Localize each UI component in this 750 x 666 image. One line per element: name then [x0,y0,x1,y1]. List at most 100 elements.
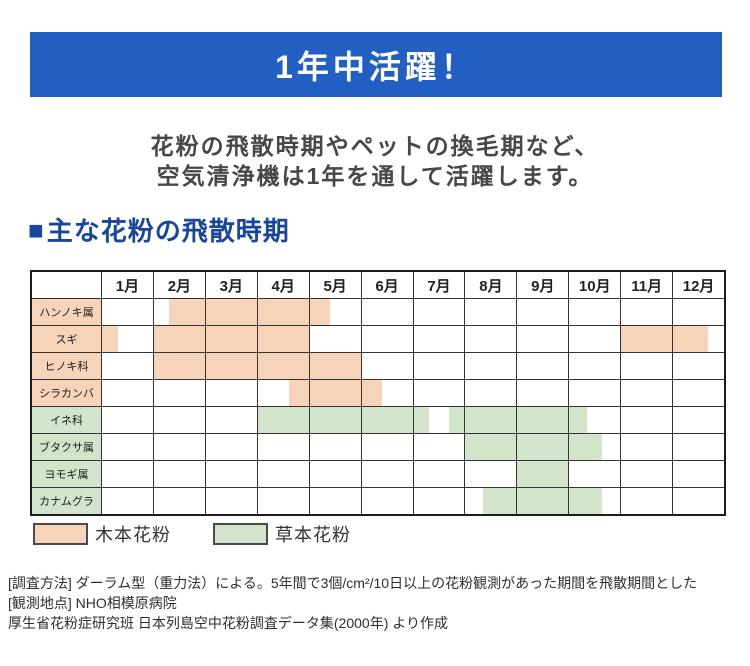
grid-cell [517,488,570,514]
grid-cell [621,353,674,379]
row-timeline [102,434,724,460]
month-header: 5月 [310,272,362,298]
subtitle-line-1: 花粉の飛散時期やペットの換毛期など、 [150,133,600,159]
grid-cell [258,407,310,433]
month-header: 10月 [569,272,622,298]
row-timeline [102,353,724,379]
month-header: 9月 [517,272,570,298]
grid-cell [414,407,466,433]
grid-cell [673,434,724,460]
grid-cell [310,488,362,514]
legend: 木本花粉 草本花粉 [33,521,351,547]
grid-cell [465,353,518,379]
table-row: カナムグラ [32,487,724,514]
grid-cell [102,488,154,514]
grid-cell [621,326,674,352]
month-header: 11月 [621,272,674,298]
table-row: ヒノキ科 [32,352,724,379]
month-header: 4月 [258,272,310,298]
grid-cell [154,299,206,325]
grid-cell [154,461,206,487]
row-label: ヨモギ属 [32,461,102,487]
grid-cell [206,461,258,487]
grid-cell [102,326,154,352]
grid-cell [206,326,258,352]
grid-cell [310,461,362,487]
grid-cell [102,380,154,406]
grid-cell [569,488,622,514]
grid-cell [362,353,414,379]
grid-cell [517,299,570,325]
section-title: ■ 主な花粉の飛散時期 [28,211,290,248]
banner: 1年中活躍！ [30,32,722,97]
row-label: スギ [32,326,102,352]
grid-cell [517,461,570,487]
grid-cell [102,407,154,433]
herb-pollen-bar [516,461,569,487]
grid-cell [310,353,362,379]
grid-cell [414,488,466,514]
grid-cell [517,326,570,352]
grid-cell [362,434,414,460]
grid-cell [310,407,362,433]
grid-cell [465,380,518,406]
footnote-source: 厚生省花粉症研究班 日本列島空中花粉調査データ集(2000年) より作成 [8,615,448,631]
subtitle: 花粉の飛散時期やペットの換毛期など、 空気清浄機は1年を通して活躍します。 [0,131,750,191]
month-header: 3月 [206,272,258,298]
grid-cell [310,326,362,352]
grid-cell [362,488,414,514]
tree-pollen-bar [288,380,382,406]
month-header: 1月 [102,272,154,298]
grid-cell [258,434,310,460]
grid-cell [102,434,154,460]
row-timeline [102,488,724,514]
grid-cell [154,353,206,379]
grid-cell [206,488,258,514]
grid-cell [465,326,518,352]
grid-cell [362,380,414,406]
row-timeline [102,461,724,487]
grid-cell [569,434,622,460]
herb-pollen-bar [449,407,587,433]
square-bullet-icon: ■ [28,214,45,245]
subtitle-line-2: 空気清浄機は1年を通して活躍します。 [156,163,594,189]
grid-cell [206,353,258,379]
grid-cell [258,299,310,325]
grid-cell [465,407,518,433]
row-label: カナムグラ [32,488,102,514]
grid-cell [310,434,362,460]
tree-pollen-bar [620,326,709,352]
tree-pollen-label: 木本花粉 [95,525,171,545]
grid-cell [154,380,206,406]
grid-cell [414,326,466,352]
tree-pollen-bar [102,326,118,352]
table-header-row: 1月 2月 3月 4月 5月 6月 7月 8月 9月 10月 11月 12月 [32,272,724,298]
grid-cell [569,461,622,487]
table-row: シラカンバ [32,379,724,406]
grid-cell [673,326,724,352]
grid-cell [517,380,570,406]
grid-cell [102,353,154,379]
month-header: 7月 [414,272,466,298]
table-row: イネ科 [32,406,724,433]
grid-cell [206,407,258,433]
month-header: 6月 [362,272,414,298]
row-timeline [102,407,724,433]
grid-cell [569,299,622,325]
grid-cell [517,407,570,433]
row-label: ヒノキ科 [32,353,102,379]
herb-pollen-label: 草本花粉 [275,525,351,545]
grid-cell [414,380,466,406]
footnote-method: [調査方法] ダーラム型（重力法）による。5年間で3個/cm²/10日以上の花粉… [8,575,698,591]
row-timeline [102,326,724,352]
grid-cell [621,461,674,487]
grid-cell [673,407,724,433]
legend-item-tree: 木本花粉 [33,521,171,547]
herb-pollen-bar [464,434,603,460]
grid-cell [258,380,310,406]
row-label: ブタクサ属 [32,434,102,460]
row-label: シラカンバ [32,380,102,406]
grid-cell [673,299,724,325]
footnotes: [調査方法] ダーラム型（重力法）による。5年間で3個/cm²/10日以上の花粉… [8,573,746,633]
grid-cell [414,434,466,460]
